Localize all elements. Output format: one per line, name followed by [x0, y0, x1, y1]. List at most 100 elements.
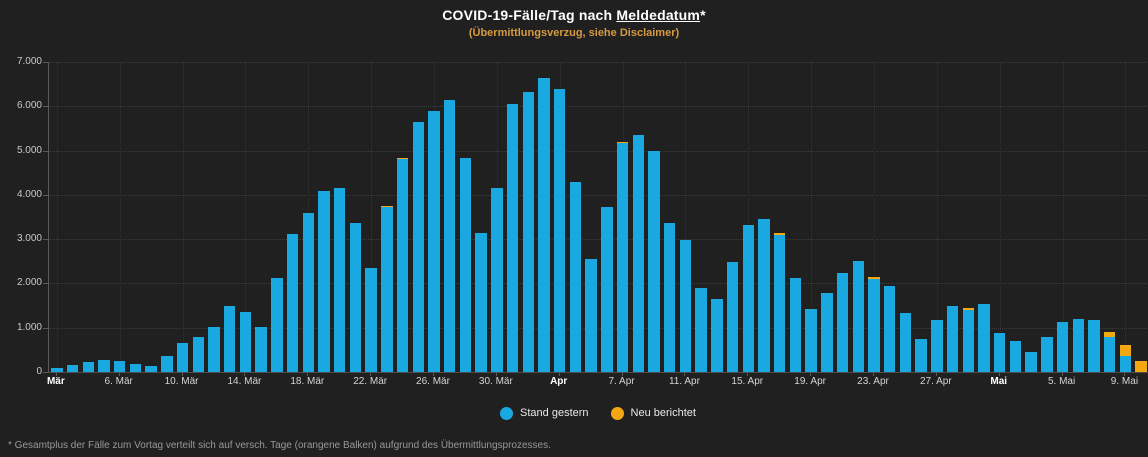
bar-stand-gestern-2-Apr[interactable] [538, 78, 550, 372]
bar-stand-gestern-3-Apr[interactable] [553, 89, 566, 372]
x-gridline [1062, 62, 1064, 372]
bar-stand-gestern-13-Mär[interactable] [223, 305, 236, 372]
bar-stand-gestern-25-Apr[interactable] [899, 312, 912, 372]
bar-stand-gestern-6-Mär[interactable] [113, 360, 126, 372]
x-axis-tick [621, 372, 623, 376]
bar-neu-berichtet-10-Mai[interactable] [1135, 360, 1147, 372]
bar-stand-gestern-15-Mär[interactable] [255, 326, 267, 372]
bar-stand-gestern-12-Mär[interactable] [208, 326, 220, 372]
bar-neu-berichtet-7-Apr[interactable] [616, 141, 629, 144]
bar-stand-gestern-21-Apr[interactable] [836, 272, 849, 372]
bar-stand-gestern-3-Mär[interactable] [66, 365, 79, 372]
bar-stand-gestern-6-Mai[interactable] [1072, 318, 1085, 372]
bar-stand-gestern-23-Mär[interactable] [381, 207, 393, 372]
bar-stand-gestern-20-Mär[interactable] [333, 188, 346, 372]
chart-title-meldedatum-link[interactable]: Meldedatum [616, 7, 701, 23]
bar-stand-gestern-2-Mai[interactable] [1009, 341, 1022, 372]
legend-item-stand-gestern[interactable]: Stand gestern [500, 406, 589, 420]
bar-stand-gestern-9-Mär[interactable] [161, 355, 173, 372]
bar-neu-berichtet-24-Mär[interactable] [396, 158, 409, 160]
bar-stand-gestern-7-Mai[interactable] [1088, 319, 1100, 372]
x-axis-tick [747, 372, 749, 376]
bar-stand-gestern-17-Apr[interactable] [773, 234, 786, 372]
plot-area [48, 62, 1148, 373]
bar-stand-gestern-8-Apr[interactable] [632, 135, 645, 372]
bar-stand-gestern-2-Mär[interactable] [51, 368, 63, 372]
bar-stand-gestern-28-Apr[interactable] [946, 306, 959, 372]
bar-stand-gestern-25-Mär[interactable] [412, 121, 425, 372]
bar-stand-gestern-4-Apr[interactable] [569, 182, 582, 372]
x-axis-label: 18. Mär [290, 376, 325, 387]
bar-stand-gestern-5-Apr[interactable] [585, 259, 597, 372]
bar-stand-gestern-1-Mai[interactable] [993, 332, 1006, 372]
bar-stand-gestern-29-Apr[interactable] [962, 309, 975, 372]
bar-stand-gestern-16-Mär[interactable] [271, 278, 283, 372]
bar-neu-berichtet-17-Apr[interactable] [773, 233, 786, 235]
x-axis-tick [1124, 372, 1126, 376]
bar-stand-gestern-22-Mär[interactable] [365, 267, 377, 372]
bar-stand-gestern-8-Mai[interactable] [1103, 336, 1116, 372]
bar-stand-gestern-18-Mär[interactable] [302, 212, 315, 372]
bar-stand-gestern-11-Apr[interactable] [679, 240, 692, 372]
bar-stand-gestern-14-Apr[interactable] [726, 261, 739, 372]
legend-item-neu-berichtet[interactable]: Neu berichtet [610, 406, 696, 420]
chart-subtitle-disclaimer[interactable]: (Übermittlungsverzug, siehe Disclaimer) [468, 27, 680, 39]
bar-stand-gestern-28-Mär[interactable] [459, 157, 472, 372]
bar-stand-gestern-24-Apr[interactable] [883, 286, 896, 372]
bar-stand-gestern-11-Mär[interactable] [192, 336, 205, 372]
bar-neu-berichtet-23-Mär[interactable] [381, 205, 393, 208]
bar-stand-gestern-5-Mai[interactable] [1056, 322, 1069, 372]
x-axis-label: 30. Mär [478, 376, 513, 387]
bar-stand-gestern-13-Apr[interactable] [711, 299, 723, 372]
bar-stand-gestern-22-Apr[interactable] [852, 260, 865, 372]
bar-neu-berichtet-29-Apr[interactable] [962, 308, 975, 310]
bar-stand-gestern-17-Mär[interactable] [286, 233, 299, 372]
bar-stand-gestern-14-Mär[interactable] [239, 311, 252, 372]
x-axis-label: 19. Apr [794, 376, 826, 387]
bar-stand-gestern-1-Apr[interactable] [522, 92, 535, 372]
footnote-disclaimer: * Gesamtplus der Fälle zum Vortag vertei… [8, 440, 551, 451]
bar-stand-gestern-4-Mär[interactable] [82, 361, 95, 372]
bar-stand-gestern-23-Apr[interactable] [868, 278, 880, 372]
bar-stand-gestern-30-Mär[interactable] [491, 188, 503, 372]
bar-stand-gestern-27-Apr[interactable] [931, 320, 943, 372]
bar-stand-gestern-26-Apr[interactable] [915, 339, 927, 372]
bar-stand-gestern-4-Mai[interactable] [1041, 337, 1053, 372]
bar-stand-gestern-9-Mai[interactable] [1119, 356, 1132, 372]
x-gridline [999, 62, 1001, 372]
y-axis-label: 0 [36, 366, 42, 377]
x-axis-tick [558, 372, 560, 376]
bar-stand-gestern-19-Mär[interactable] [318, 191, 330, 372]
bar-stand-gestern-19-Apr[interactable] [805, 309, 817, 372]
chart-title: COVID-19-Fälle/Tag nach Meldedatum* [0, 7, 1148, 23]
bar-stand-gestern-7-Apr[interactable] [616, 143, 629, 372]
bar-neu-berichtet-23-Apr[interactable] [868, 277, 880, 279]
bar-stand-gestern-7-Mär[interactable] [129, 363, 142, 372]
bar-stand-gestern-30-Apr[interactable] [978, 304, 990, 372]
bar-stand-gestern-6-Apr[interactable] [601, 206, 613, 372]
bar-stand-gestern-21-Mär[interactable] [349, 223, 362, 372]
bar-stand-gestern-24-Mär[interactable] [396, 159, 409, 372]
bar-stand-gestern-20-Apr[interactable] [821, 292, 833, 372]
bar-neu-berichtet-8-Mai[interactable] [1103, 331, 1116, 337]
bar-stand-gestern-16-Apr[interactable] [758, 219, 770, 372]
bar-stand-gestern-26-Mär[interactable] [428, 110, 440, 372]
legend-label: Stand gestern [520, 407, 589, 419]
bar-stand-gestern-12-Apr[interactable] [695, 288, 707, 372]
bar-stand-gestern-8-Mär[interactable] [145, 365, 157, 372]
bar-stand-gestern-31-Mär[interactable] [506, 104, 519, 372]
y-axis-tick [43, 194, 48, 196]
x-axis-label: 11. Apr [668, 376, 700, 387]
bar-stand-gestern-10-Apr[interactable] [663, 222, 676, 372]
bar-stand-gestern-29-Mär[interactable] [475, 232, 487, 372]
bar-stand-gestern-9-Apr[interactable] [648, 151, 660, 372]
x-axis-tick [935, 372, 937, 376]
bar-stand-gestern-15-Apr[interactable] [742, 224, 755, 372]
bar-stand-gestern-3-Mai[interactable] [1025, 351, 1037, 372]
bar-stand-gestern-27-Mär[interactable] [443, 99, 456, 372]
bar-stand-gestern-10-Mär[interactable] [176, 343, 189, 372]
bar-neu-berichtet-9-Mai[interactable] [1119, 345, 1132, 357]
bar-stand-gestern-18-Apr[interactable] [789, 278, 802, 372]
bar-stand-gestern-5-Mär[interactable] [98, 360, 110, 372]
y-axis-label: 7.000 [16, 56, 42, 67]
